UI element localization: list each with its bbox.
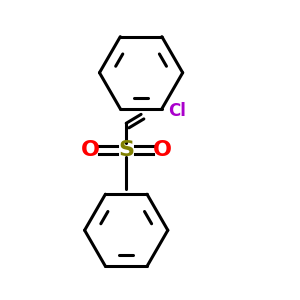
Text: Cl: Cl: [168, 102, 186, 120]
Text: O: O: [152, 140, 171, 160]
Text: O: O: [81, 140, 100, 160]
Text: S: S: [118, 140, 134, 160]
